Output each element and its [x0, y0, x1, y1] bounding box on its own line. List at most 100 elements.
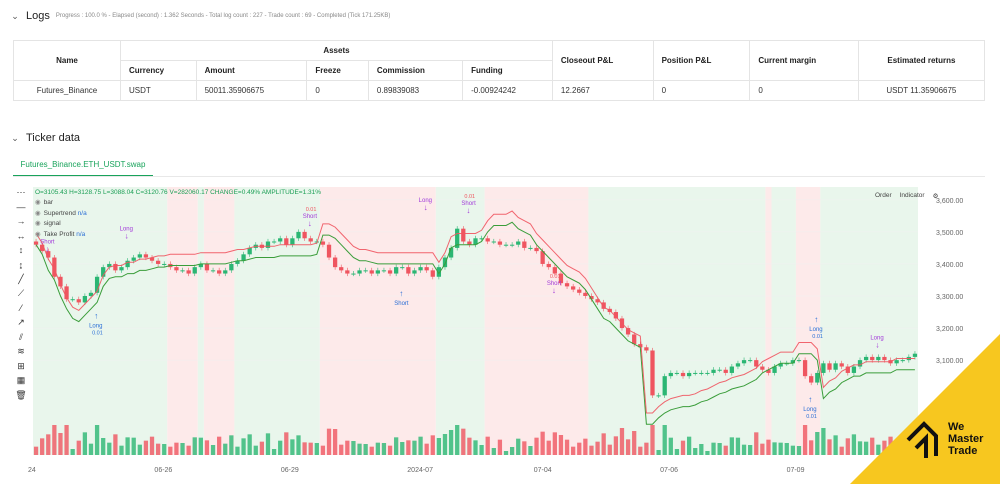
candle-body [729, 366, 734, 373]
logs-header[interactable]: ⌄ Logs Progress : 100.0 % - Elapsed (sec… [0, 6, 390, 26]
chart-panel[interactable]: ⋯ — → ↔ ↕ ↨ ╱ ⟋ ⁄ ↗ ⫽ ≋ ⊞ ▦ 🗑 3,600.00 3,… [13, 185, 1000, 484]
horizontal-line-tool-icon[interactable]: — [16, 201, 26, 212]
volume-bar [345, 440, 350, 455]
candle-body [406, 267, 411, 274]
candle-body [625, 328, 631, 335]
volume-bar [802, 425, 808, 455]
cell-amount: 50011.35906675 [195, 80, 308, 101]
candle-body [58, 276, 63, 287]
signal-size-label: 0.01 [812, 334, 823, 340]
indicator-button[interactable]: Indicator [899, 192, 925, 199]
volume-bar [577, 442, 582, 455]
volume-bar [711, 442, 716, 455]
legend-supertrend[interactable]: ◉ Supertrend n/a [35, 209, 321, 219]
volume-bar [320, 445, 326, 455]
candle-body [589, 296, 594, 300]
chevron-down-icon[interactable]: ⌄ [11, 10, 19, 21]
col-amount: Amount [195, 60, 308, 81]
col-margin: Current margin [749, 40, 859, 81]
volume-bar [699, 444, 704, 455]
col-assets: Assets [120, 40, 553, 61]
candle-body [52, 257, 57, 277]
legend-takeprofit[interactable]: ◉ Take Profit n/a [35, 230, 321, 240]
candlestick-chart[interactable]: 3,600.00 3,500.00 3,400.00 3,300.00 3,200.00… [13, 185, 1000, 484]
volume-bar [223, 443, 228, 455]
trend-background [319, 187, 436, 455]
arrow-down-icon: ↓ [466, 206, 470, 215]
volume-bar [485, 436, 490, 455]
volume-bar [839, 446, 844, 455]
legend-bar[interactable]: ◉ bar [35, 198, 321, 208]
volume-bar [125, 437, 130, 455]
candle-body [754, 360, 759, 367]
candle-body [217, 270, 222, 274]
price-range-tool-icon[interactable]: ↨ [18, 259, 24, 270]
table-header-row: Name Assets Closeout P&L Position P&L Cu… [13, 40, 986, 81]
arrow-up-icon: ↑ [814, 315, 818, 324]
signal-label: Short [461, 201, 476, 207]
extended-line-tool-icon[interactable]: ↗ [17, 317, 25, 328]
volume-bar [571, 446, 576, 455]
ray-tool-icon[interactable]: ⟋ [17, 288, 25, 299]
eye-icon[interactable]: ◉ [35, 199, 41, 207]
volume-bar [552, 432, 557, 455]
drawing-toolbar: ⋯ — → ↔ ↕ ↨ ╱ ⟋ ⁄ ↗ ⫽ ≋ ⊞ ▦ 🗑 [13, 185, 29, 403]
ticker-header[interactable]: ⌄ Ticker data [0, 128, 80, 148]
volume-bar [870, 437, 875, 455]
vertical-line-tool-icon[interactable]: ↕ [18, 245, 24, 256]
volume-bar [564, 439, 570, 455]
y-tick-label: 3,200.00 [936, 326, 963, 333]
volume-bar [760, 443, 765, 455]
candle-body [418, 267, 423, 271]
logs-meta: Progress : 100.0 % - Elapsed (second) : … [55, 13, 391, 19]
cell-commission: 0.89839083 [367, 80, 464, 101]
volume-bar [650, 425, 655, 455]
signal-label: Long [419, 198, 432, 204]
measure-tool-icon[interactable]: ▦ [16, 375, 26, 386]
trend-background [197, 187, 204, 455]
volume-bar [174, 442, 179, 455]
candle-body [741, 360, 747, 364]
volume-bar [705, 451, 710, 455]
legend-signal[interactable]: ◉ signal [35, 219, 321, 229]
arrow-down-icon: ↓ [875, 341, 879, 350]
trash-icon[interactable]: 🗑 [15, 389, 27, 400]
crosshair-tool-icon[interactable]: ⋯ [16, 186, 26, 197]
fib-tool-icon[interactable]: ≋ [17, 346, 25, 357]
candle-body [473, 238, 478, 245]
channel-tool-icon[interactable]: ⫽ [18, 331, 23, 342]
pattern-tool-icon[interactable]: ⊞ [17, 360, 25, 371]
candle-body [870, 356, 875, 361]
volume-bar [290, 439, 295, 455]
volume-bar [534, 437, 539, 455]
candle-body [247, 247, 252, 255]
candle-body [442, 257, 448, 268]
candle-body [723, 369, 728, 373]
chevron-down-icon[interactable]: ⌄ [11, 132, 19, 143]
volume-bar [766, 439, 771, 455]
volume-bar [314, 443, 319, 455]
horizontal-ray-tool-icon[interactable]: → [16, 216, 26, 227]
volume-bar [339, 444, 344, 455]
trend-line-tool-icon[interactable]: ╱ [18, 273, 24, 284]
candle-body [210, 270, 216, 272]
tab-eth-usdt-swap[interactable]: Futures_Binance.ETH_USDT.swap [13, 153, 153, 177]
volume-bar [436, 438, 442, 455]
volume-bar [815, 432, 820, 455]
candle-body [784, 363, 789, 365]
volume-bar [717, 443, 722, 455]
eye-icon[interactable]: ◉ [35, 220, 41, 228]
eye-icon[interactable]: ◉ [35, 209, 41, 217]
candle-body [339, 267, 344, 271]
col-currency: Currency [120, 60, 197, 81]
candle-body [564, 283, 570, 287]
volume-bar [40, 438, 45, 455]
order-button[interactable]: Order [875, 192, 892, 199]
arrow-tool-icon[interactable]: ↔ [16, 230, 26, 241]
y-tick-label: 3,100.00 [936, 358, 963, 365]
gear-icon[interactable]: ⚙ [932, 193, 939, 200]
candle-body [821, 363, 826, 373]
eye-icon[interactable]: ◉ [35, 230, 41, 238]
candle-body [693, 372, 698, 374]
segment-tool-icon[interactable]: ⁄ [20, 303, 22, 314]
